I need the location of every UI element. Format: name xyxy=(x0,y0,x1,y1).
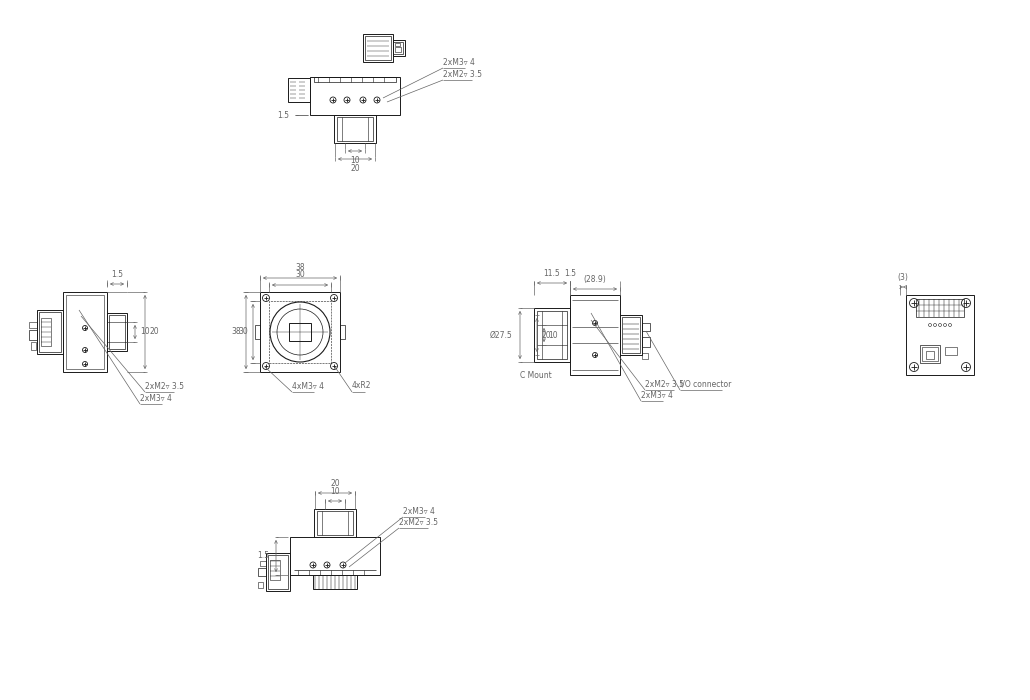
Text: 2xM3▿ 4: 2xM3▿ 4 xyxy=(403,507,435,515)
Text: 20: 20 xyxy=(331,479,340,488)
Bar xyxy=(394,47,401,52)
Text: (3): (3) xyxy=(897,273,908,282)
Bar xyxy=(260,292,340,372)
Text: 2xM2▿ 3.5: 2xM2▿ 3.5 xyxy=(443,69,482,78)
Bar xyxy=(534,308,570,362)
Bar xyxy=(314,509,356,537)
Bar xyxy=(109,315,125,349)
Text: 1.5: 1.5 xyxy=(111,270,123,279)
Bar xyxy=(394,43,400,46)
Text: C Mount: C Mount xyxy=(520,372,552,381)
Bar xyxy=(310,77,400,115)
Text: 10: 10 xyxy=(350,156,359,165)
Bar xyxy=(313,575,357,589)
Text: 20: 20 xyxy=(350,164,359,173)
Bar xyxy=(269,301,331,363)
Text: 1.5: 1.5 xyxy=(277,111,289,120)
Text: (28.9): (28.9) xyxy=(584,275,607,284)
Bar xyxy=(537,311,566,359)
Bar xyxy=(270,560,280,580)
Bar xyxy=(314,77,396,82)
Bar xyxy=(31,342,36,350)
Bar xyxy=(642,337,650,347)
Bar xyxy=(334,115,376,143)
Bar xyxy=(570,295,620,375)
Bar xyxy=(642,353,648,359)
Bar xyxy=(393,40,405,56)
Text: 10: 10 xyxy=(548,330,557,340)
Bar xyxy=(29,330,37,340)
Text: 38: 38 xyxy=(296,263,305,272)
Bar xyxy=(107,313,127,351)
Text: 1.5: 1.5 xyxy=(258,552,269,561)
Bar xyxy=(922,347,938,361)
Bar xyxy=(365,36,391,60)
Text: I/O connector: I/O connector xyxy=(680,379,731,389)
Text: 20: 20 xyxy=(541,330,551,340)
Text: 2xM3▿ 4: 2xM3▿ 4 xyxy=(443,57,475,66)
Bar xyxy=(393,42,403,54)
Text: 4xM3▿ 4: 4xM3▿ 4 xyxy=(291,382,324,391)
Bar xyxy=(317,511,353,535)
Text: 38: 38 xyxy=(232,328,241,337)
Text: 4xR2: 4xR2 xyxy=(352,382,372,391)
Text: 2xM2▿ 3.5: 2xM2▿ 3.5 xyxy=(145,382,184,391)
Text: 2xM2▿ 3.5: 2xM2▿ 3.5 xyxy=(645,379,684,389)
Bar xyxy=(37,310,63,354)
Bar xyxy=(39,312,61,352)
Bar xyxy=(290,537,380,575)
Text: 2xM3▿ 4: 2xM3▿ 4 xyxy=(641,391,673,400)
Text: 2xM3▿ 4: 2xM3▿ 4 xyxy=(140,393,172,402)
Text: 30: 30 xyxy=(238,328,248,337)
Text: Ø27.5: Ø27.5 xyxy=(489,330,512,340)
Bar xyxy=(66,295,104,369)
Text: 11.5: 11.5 xyxy=(544,269,560,278)
Bar xyxy=(620,315,642,355)
Bar xyxy=(258,582,263,588)
Bar xyxy=(258,568,266,576)
Bar xyxy=(926,351,934,359)
Bar xyxy=(255,325,260,339)
Bar xyxy=(268,555,288,589)
Bar xyxy=(63,292,107,372)
Bar xyxy=(41,318,52,346)
Bar xyxy=(642,323,650,331)
Text: 2xM2▿ 3.5: 2xM2▿ 3.5 xyxy=(399,517,438,526)
Text: 30: 30 xyxy=(296,270,305,279)
Bar xyxy=(289,323,311,341)
Bar xyxy=(363,34,393,62)
Bar xyxy=(906,295,974,375)
Bar xyxy=(288,78,310,102)
Text: 1.5: 1.5 xyxy=(564,269,576,278)
Bar xyxy=(29,322,37,328)
Text: 10: 10 xyxy=(331,487,340,496)
Bar xyxy=(945,347,957,355)
Bar xyxy=(340,325,345,339)
Bar xyxy=(920,345,940,363)
Text: 10: 10 xyxy=(140,328,149,337)
Bar xyxy=(260,561,266,566)
Bar xyxy=(337,117,373,141)
Bar xyxy=(622,317,640,353)
Bar xyxy=(916,299,964,317)
Text: 20: 20 xyxy=(150,328,160,337)
Bar xyxy=(266,553,290,591)
